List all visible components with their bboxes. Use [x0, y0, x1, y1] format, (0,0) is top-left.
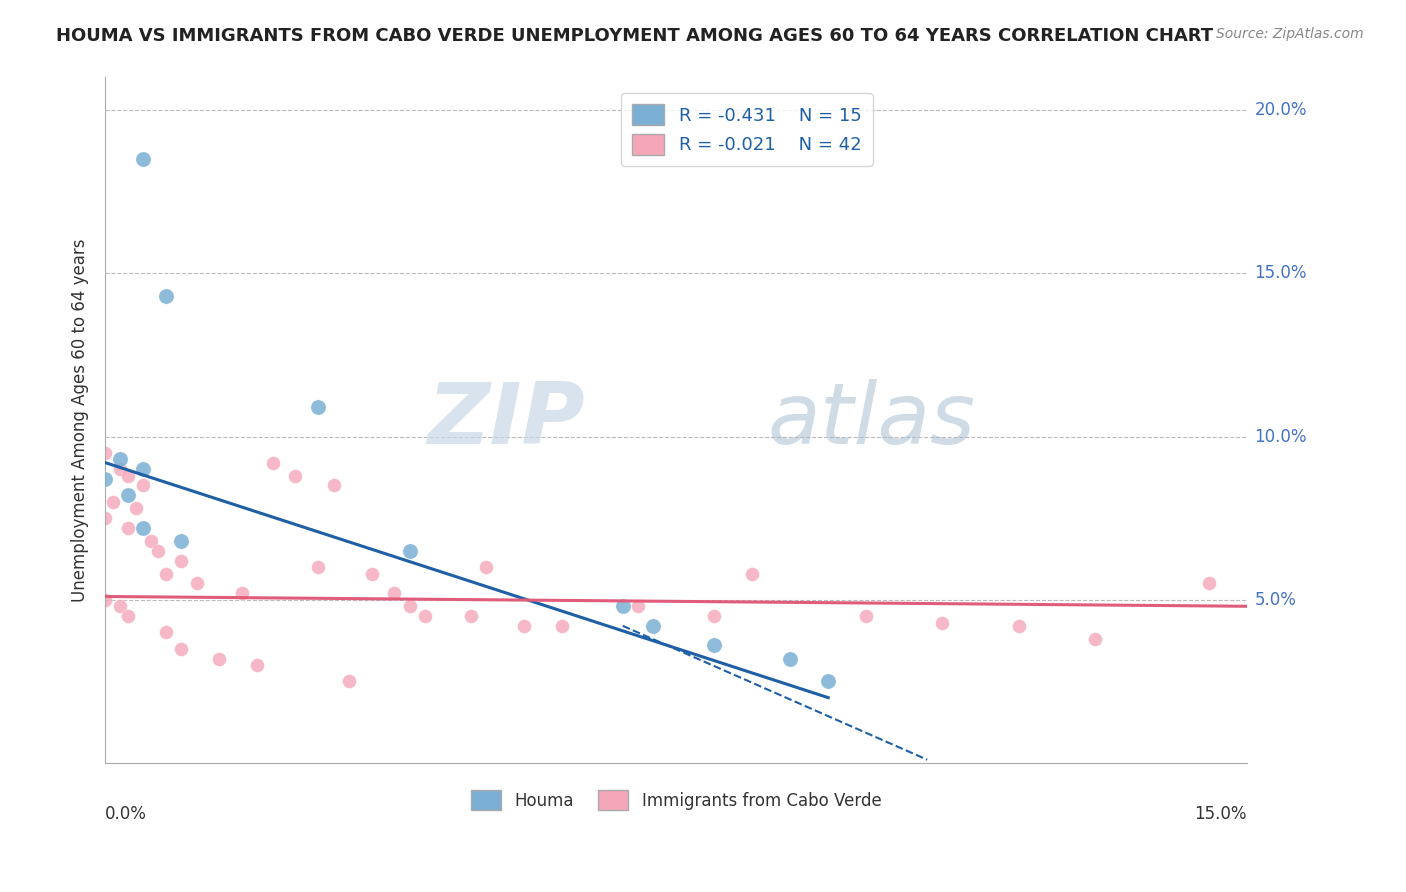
Text: 5.0%: 5.0% [1254, 591, 1296, 608]
Text: ZIP: ZIP [427, 379, 585, 462]
Text: 20.0%: 20.0% [1254, 101, 1308, 120]
Text: HOUMA VS IMMIGRANTS FROM CABO VERDE UNEMPLOYMENT AMONG AGES 60 TO 64 YEARS CORRE: HOUMA VS IMMIGRANTS FROM CABO VERDE UNEM… [56, 27, 1213, 45]
Y-axis label: Unemployment Among Ages 60 to 64 years: Unemployment Among Ages 60 to 64 years [72, 238, 89, 602]
Legend: Houma, Immigrants from Cabo Verde: Houma, Immigrants from Cabo Verde [464, 784, 889, 816]
Text: atlas: atlas [768, 379, 976, 462]
Text: 10.0%: 10.0% [1254, 427, 1308, 445]
Text: 15.0%: 15.0% [1254, 264, 1308, 282]
Text: Source: ZipAtlas.com: Source: ZipAtlas.com [1216, 27, 1364, 41]
Text: 0.0%: 0.0% [105, 805, 148, 823]
Text: 15.0%: 15.0% [1194, 805, 1247, 823]
